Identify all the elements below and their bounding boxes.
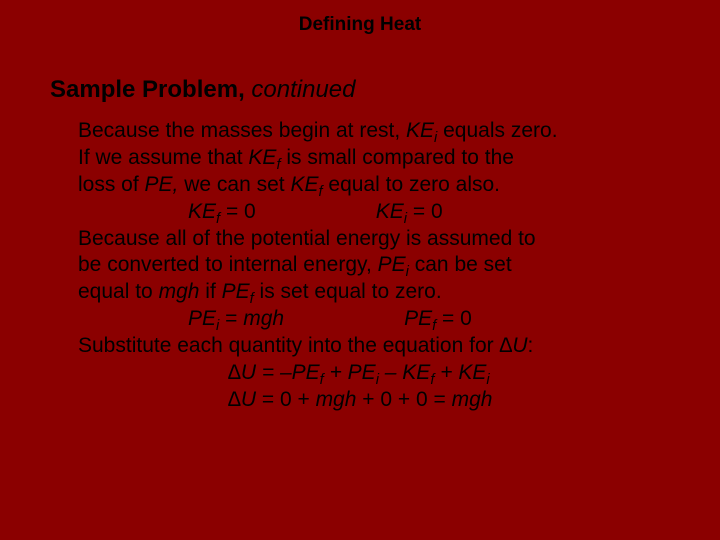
eq-kef: KEf = 0: [188, 199, 256, 226]
text: :: [527, 334, 533, 357]
slide: Defining Heat Sample Problem, continued …: [0, 0, 720, 540]
var: KE: [188, 200, 216, 223]
var: PE: [188, 307, 216, 330]
text: can be set: [409, 253, 512, 276]
text: If we assume that: [78, 146, 248, 169]
text: =: [219, 307, 243, 330]
text: equal to: [78, 280, 159, 303]
var-pe: PE: [222, 280, 250, 303]
para2-line2: be converted to internal energy, PEi can…: [78, 252, 660, 279]
var: KE: [376, 200, 404, 223]
var-mgh: mgh: [316, 388, 357, 411]
equation-du-expand: ∆U = –PEf + PEi – KEf + KEi: [228, 360, 660, 387]
eq-pef: PEf = 0: [404, 306, 472, 333]
text: Substitute each quantity into the equati…: [78, 334, 499, 357]
var-mgh: mgh: [243, 307, 284, 330]
equation-du-result: ∆U = 0 + mgh + 0 + 0 = mgh: [228, 387, 660, 414]
text: be converted to internal energy,: [78, 253, 378, 276]
slide-body: Because the masses begin at rest, KE i eq…: [78, 118, 660, 414]
sub: i: [486, 372, 489, 388]
var-pe: PE: [378, 253, 406, 276]
var: ∆U = –PE: [228, 361, 320, 384]
para3-line1: Substitute each quantity into the equati…: [78, 333, 660, 360]
text: = 0: [220, 200, 256, 223]
eq-pei: PEi = mgh: [188, 306, 284, 333]
text: if: [199, 280, 221, 303]
var-mgh: mgh: [159, 280, 200, 303]
slide-title: Defining Heat: [0, 0, 720, 36]
text: + 0 + 0 =: [356, 388, 451, 411]
para2-line1: Because all of the potential energy is a…: [78, 226, 660, 253]
para1-line1: Because the masses begin at rest, KEi eq…: [78, 118, 660, 145]
var-pe: PE,: [145, 173, 179, 196]
text: = 0: [436, 307, 472, 330]
text: we can set: [178, 173, 290, 196]
var: PE: [404, 307, 432, 330]
heading-italic: continued: [245, 76, 356, 103]
var-ke: KE: [290, 173, 318, 196]
text: loss of: [78, 173, 145, 196]
text: Because the masses begin at rest,: [78, 119, 406, 142]
var: + KE: [434, 361, 486, 384]
var-du: ∆U: [499, 334, 527, 357]
para1-line2: If we assume that KEf is small compared …: [78, 145, 660, 172]
para2-line3: equal to mgh if PEf is set equal to zero…: [78, 279, 660, 306]
var-mgh: mgh: [452, 388, 493, 411]
text: = 0 +: [256, 388, 316, 411]
var-ke: KE: [406, 119, 434, 142]
var: – KE: [379, 361, 430, 384]
var-du: ∆U: [228, 388, 256, 411]
text: is set equal to zero.: [254, 280, 442, 303]
text: equals zero.: [437, 119, 557, 142]
text: is small compared to the: [281, 146, 514, 169]
var-ke: KE: [248, 146, 276, 169]
text: equal to zero also.: [323, 173, 500, 196]
heading-bold: Sample Problem,: [50, 76, 245, 103]
equation-row-pe: PEi = mgh PEf = 0: [188, 306, 660, 333]
equation-row-ke: KEf = 0 KEi = 0: [188, 199, 660, 226]
var: + PE: [324, 361, 376, 384]
text: = 0: [407, 200, 443, 223]
para1-line3: loss of PE, we can set KEf equal to zero…: [78, 172, 660, 199]
slide-heading: Sample Problem, continued: [50, 76, 720, 104]
eq-kei: KEi = 0: [376, 199, 443, 226]
